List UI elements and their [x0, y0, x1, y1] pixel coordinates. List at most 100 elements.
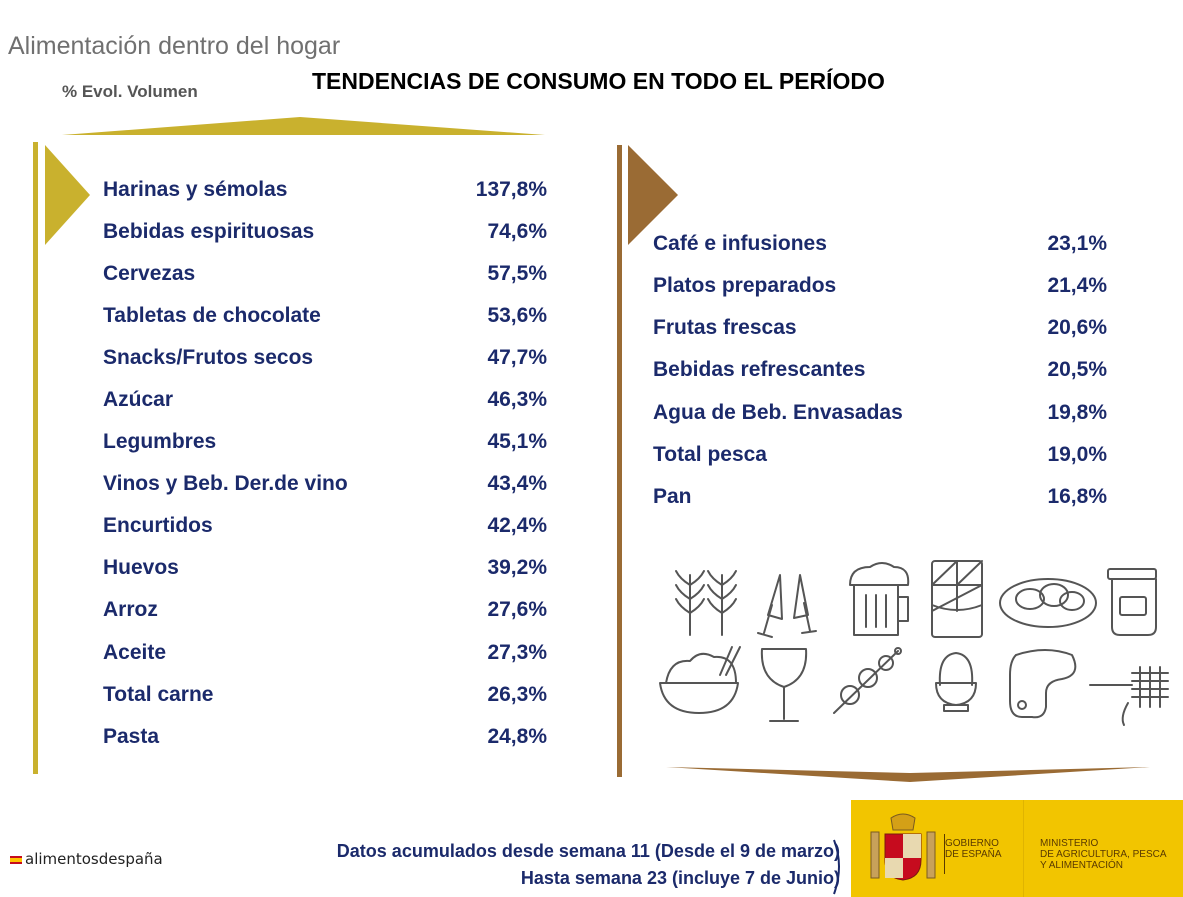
- ministry-line-1: Ministerio: [1040, 838, 1099, 849]
- footer-note: Datos acumulados desde semana 11 (Desde …: [250, 838, 840, 892]
- list-item: Tabletas de chocolate 53,6%: [103, 301, 553, 331]
- item-value: 20,5%: [1047, 358, 1107, 381]
- jar-icon: [1107, 568, 1157, 636]
- chocolate-bar-icon: [931, 560, 983, 638]
- item-name: Pasta: [103, 725, 160, 748]
- pasta-fork-icon: [1089, 666, 1169, 726]
- left-arrow-icon: [45, 145, 90, 245]
- footer-line-2: Hasta semana 23 (incluye 7 de Junio): [520, 868, 840, 888]
- list-item: Azúcar 46,3%: [103, 385, 553, 415]
- list-item: Aceite 27,3%: [103, 638, 553, 668]
- list-item: Harinas y sémolas 137,8%: [103, 175, 553, 205]
- list-item: Encurtidos 42,4%: [103, 511, 553, 541]
- list-item: Total pesca 19,0%: [653, 440, 1113, 470]
- ministry-label: Ministerio de Agricultura, Pesca y Alime…: [1040, 838, 1167, 871]
- item-name: Total pesca: [653, 443, 767, 466]
- item-value: 137,8%: [475, 178, 547, 201]
- beer-mug-icon: [849, 562, 910, 636]
- list-item: Platos preparados 21,4%: [653, 271, 1113, 301]
- metric-label: % Evol. Volumen: [62, 82, 198, 101]
- item-value: 21,4%: [1047, 274, 1107, 297]
- right-bottom-bar: [666, 767, 1150, 782]
- egg-cup-icon: [935, 652, 977, 712]
- gov-label: Gobierno de España: [945, 838, 1002, 860]
- list-item: Total carne 26,3%: [103, 680, 553, 710]
- item-name: Arroz: [103, 598, 158, 621]
- item-value: 53,6%: [487, 304, 547, 327]
- item-name: Aceite: [103, 641, 167, 664]
- item-name: Bebidas refrescantes: [653, 358, 866, 381]
- item-name: Azúcar: [103, 388, 174, 411]
- government-banner: Gobierno de España Ministerio de Agricul…: [851, 800, 1183, 897]
- page-title: TENDENCIAS DE CONSUMO EN TODO EL PERÍODO: [312, 68, 885, 94]
- list-item: Café e infusiones 23,1%: [653, 229, 1113, 259]
- item-name: Agua de Beb. Envasadas: [653, 401, 903, 424]
- gov-label-line-2: de España: [945, 849, 1002, 860]
- item-value: 45,1%: [487, 430, 547, 453]
- wine-glass-icon: [760, 648, 808, 722]
- spain-flag-icon: [10, 855, 22, 864]
- list-item: Cervezas 57,5%: [103, 259, 553, 289]
- ministry-line-2: de Agricultura, Pesca: [1040, 849, 1167, 860]
- item-name: Total carne: [103, 683, 214, 706]
- footer-line-1: Datos acumulados desde semana 11 (Desde …: [336, 841, 840, 861]
- list-item: Vinos y Beb. Der.de vino 43,4%: [103, 469, 553, 499]
- list-item: Snacks/Frutos secos 47,7%: [103, 343, 553, 373]
- item-value: 39,2%: [487, 556, 547, 579]
- item-name: Huevos: [103, 556, 179, 579]
- list-item: Frutas frescas 20,6%: [653, 313, 1113, 343]
- item-value: 27,6%: [487, 598, 547, 621]
- left-top-bar: [62, 117, 545, 135]
- gov-label-line-1: Gobierno: [945, 838, 999, 849]
- alimentos-de-espana-logo: alimentosdespaña: [10, 850, 163, 868]
- list-item: Arroz 27,6%: [103, 595, 553, 625]
- ministry-line-3: y Alimentación: [1040, 860, 1123, 871]
- steak-icon: [1009, 649, 1077, 719]
- item-name: Vinos y Beb. Der.de vino: [103, 472, 348, 495]
- skewer-icon: [833, 647, 902, 714]
- item-value: 20,6%: [1047, 316, 1107, 339]
- list-item: Bebidas espirituosas 74,6%: [103, 217, 553, 247]
- wheat-icon: [675, 570, 737, 636]
- footer-bracket: [833, 839, 840, 895]
- item-value: 57,5%: [487, 262, 547, 285]
- item-value: 27,3%: [487, 641, 547, 664]
- right-arrow-icon: [628, 145, 678, 245]
- item-name: Legumbres: [103, 430, 217, 453]
- list-item: Bebidas refrescantes 20,5%: [653, 355, 1113, 385]
- item-name: Cervezas: [103, 262, 196, 285]
- item-value: 46,3%: [487, 388, 547, 411]
- item-value: 23,1%: [1047, 232, 1107, 255]
- item-name: Harinas y sémolas: [103, 178, 288, 201]
- list-item: Legumbres 45,1%: [103, 427, 553, 457]
- right-vertical-bar: [617, 145, 622, 777]
- item-name: Café e infusiones: [653, 232, 827, 255]
- item-value: 42,4%: [487, 514, 547, 537]
- left-vertical-bar: [33, 142, 38, 774]
- item-name: Pan: [653, 485, 692, 508]
- item-value: 24,8%: [487, 725, 547, 748]
- item-value: 47,7%: [487, 346, 547, 369]
- item-name: Tabletas de chocolate: [103, 304, 321, 327]
- coat-of-arms-icon: [870, 813, 936, 881]
- section-title: Alimentación dentro del hogar: [8, 32, 341, 60]
- item-value: 16,8%: [1047, 485, 1107, 508]
- item-name: Platos preparados: [653, 274, 837, 297]
- item-name: Frutas frescas: [653, 316, 797, 339]
- item-value: 26,3%: [487, 683, 547, 706]
- item-value: 74,6%: [487, 220, 547, 243]
- list-item: Huevos 39,2%: [103, 553, 553, 583]
- item-name: Encurtidos: [103, 514, 213, 537]
- item-value: 43,4%: [487, 472, 547, 495]
- item-name: Snacks/Frutos secos: [103, 346, 314, 369]
- nuts-bowl-icon: [999, 578, 1097, 628]
- food-icons: [659, 560, 1169, 726]
- rice-bowl-icon: [659, 646, 741, 714]
- toast-glasses-icon: [757, 574, 817, 638]
- list-item: Agua de Beb. Envasadas 19,8%: [653, 398, 1113, 428]
- item-name: Bebidas espirituosas: [103, 220, 315, 243]
- list-item: Pan 16,8%: [653, 482, 1113, 512]
- brand-text: alimentosdespaña: [25, 850, 163, 868]
- item-value: 19,0%: [1047, 443, 1107, 466]
